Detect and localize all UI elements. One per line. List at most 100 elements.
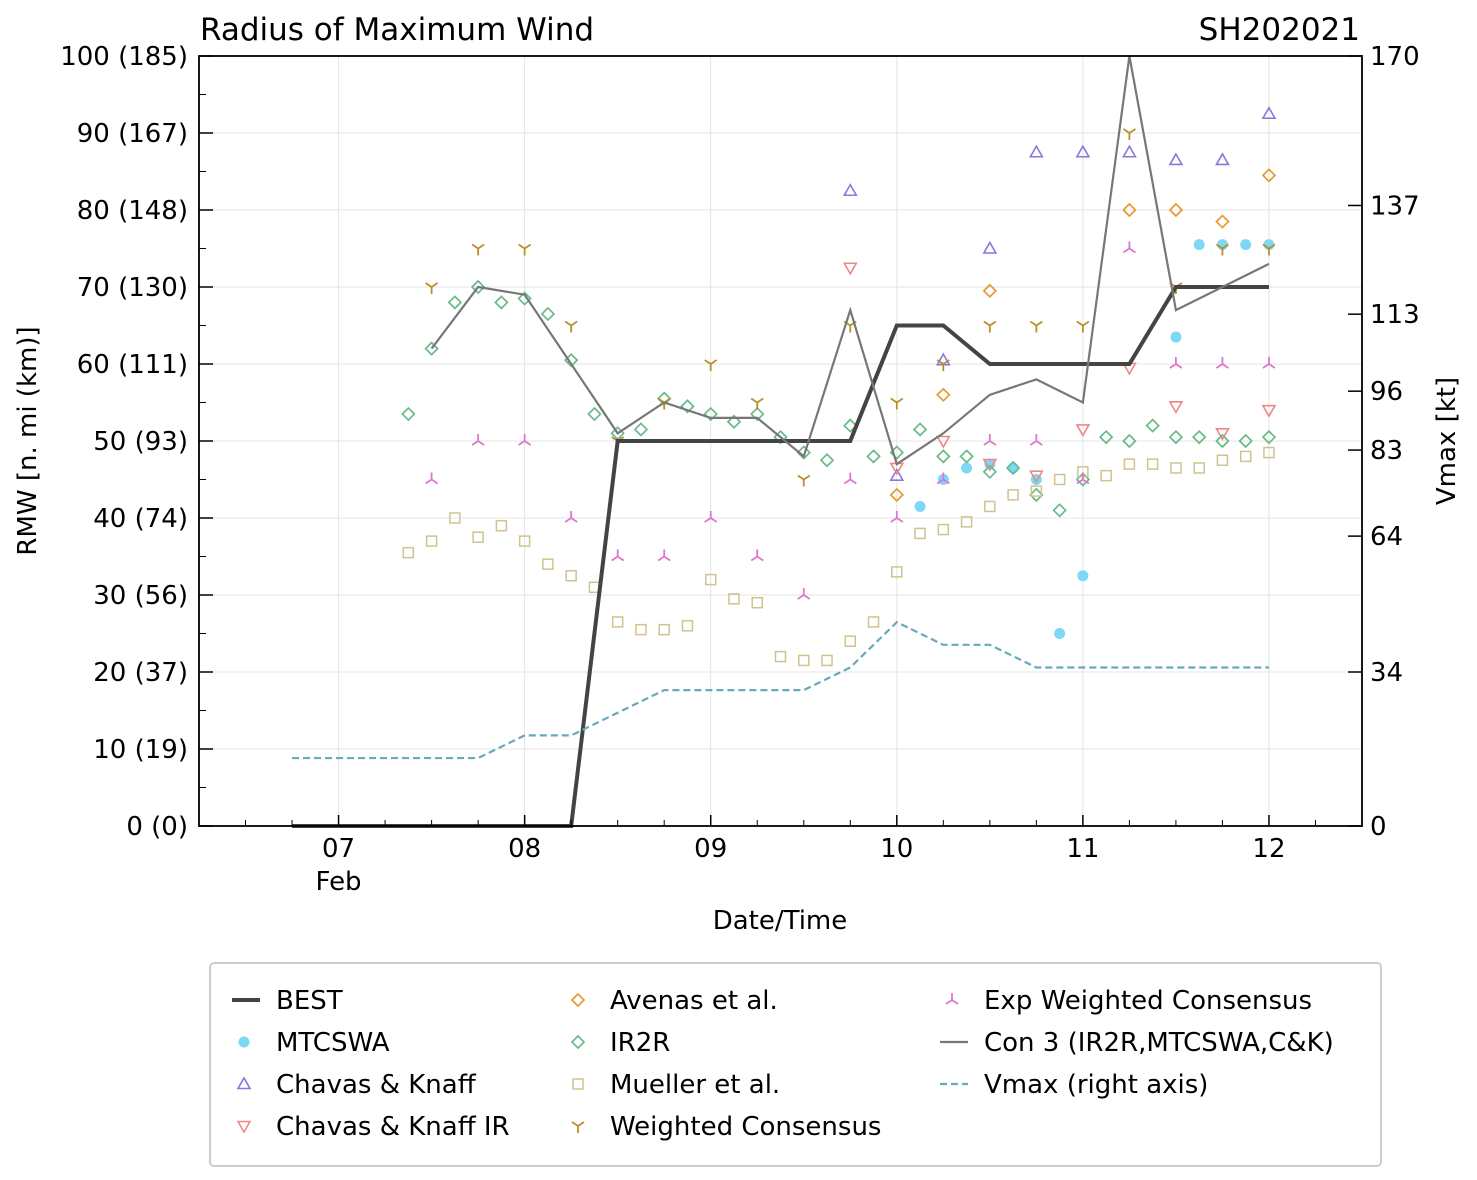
weighted-consensus-point [518, 243, 532, 256]
legend-label-vmax-right-axis: Vmax (right axis) [984, 1070, 1208, 1100]
weighted-consensus-point [1215, 243, 1229, 256]
exp-weighted-consensus-point [471, 434, 485, 446]
y2-tick-label: 113 [1370, 300, 1420, 330]
x-month-label: Feb [316, 867, 362, 897]
mueller-et-al-point [1239, 450, 1252, 463]
y-tick-label: 20 (37) [93, 658, 188, 688]
mueller-et-al-point [518, 535, 531, 547]
mueller-et-al-point [914, 527, 926, 540]
legend-swatch-exp-weighted-consensus [945, 993, 959, 1005]
chavas-knaff-point [1215, 152, 1230, 166]
y2-tick-label: 83 [1370, 436, 1403, 466]
ir2r-point [401, 406, 416, 422]
y-tick-label: 0 (0) [126, 812, 188, 842]
exp-weighted-consensus-point [518, 434, 532, 446]
y-tick-label: 70 (130) [77, 273, 188, 303]
mueller-et-al-point [425, 535, 438, 547]
ir2r-point [726, 414, 742, 429]
exp-weighted-consensus-point [750, 549, 764, 562]
exp-weighted-consensus-point [936, 472, 950, 485]
y-tick-label: 80 (148) [77, 196, 188, 226]
axes: 07 08 09 10 11 12 Feb 0 (0) 10 (19) 20 (37) 30 (56… [60, 42, 1419, 897]
mtcswa-point [961, 462, 973, 474]
y2-tick-label: 0 [1370, 812, 1387, 842]
ir2r-point [936, 449, 951, 464]
y-tick-label: 50 (93) [93, 427, 188, 457]
y2-tick-label: 96 [1370, 377, 1403, 407]
legend-label-weighted-consensus: Weighted Consensus [610, 1112, 881, 1142]
exp-weighted-consensus-point [1169, 357, 1183, 369]
ir2r-point [424, 341, 439, 356]
vmax-right-axis-line [292, 620, 1269, 760]
x-tick-label: 12 [1252, 834, 1285, 864]
ir2r-point [982, 464, 998, 480]
grid [199, 55, 1362, 827]
weighted-consensus-point [1262, 243, 1276, 256]
series-layer [292, 55, 1277, 828]
legend-label-ir2r: IR2R [610, 1028, 670, 1058]
ir2r-point [1122, 433, 1137, 449]
mueller-et-al-point [495, 519, 508, 532]
weighted-consensus-point [797, 474, 811, 487]
chavas-knaff-ir-point [1215, 427, 1230, 441]
ir2r-point [819, 453, 835, 468]
chavas-knaff-point [1168, 152, 1184, 166]
weighted-consensus-point [564, 320, 578, 333]
exp-weighted-consensus-point [797, 588, 811, 600]
x-tick-label: 11 [1066, 834, 1099, 864]
y-tick-label: 60 (111) [77, 350, 188, 380]
chavas-knaff-point [982, 240, 998, 254]
y2-tick-label: 34 [1370, 658, 1403, 688]
mueller-et-al-point [751, 596, 763, 609]
mueller-et-al-point [1030, 485, 1043, 497]
exp-weighted-consensus-point [425, 472, 439, 485]
legend-swatch-mueller-et-al [572, 1078, 584, 1090]
chavas-knaff-point [1028, 144, 1044, 158]
ir2r-point [540, 306, 556, 322]
y-tick-label: 30 (56) [93, 581, 188, 611]
avenas-et-al-point [889, 487, 905, 503]
y2-tick-label: 170 [1370, 42, 1420, 72]
ir2r-point [796, 445, 811, 460]
ir2r-point [680, 399, 695, 414]
mueller-et-al-point [1146, 458, 1159, 470]
y-axis-label: RMW [n. mi (km)] [13, 326, 43, 555]
y-tick-label: 10 (19) [93, 735, 188, 765]
ir2r-point [1145, 418, 1160, 433]
mueller-et-al-point [774, 650, 787, 663]
mtcswa-point [1077, 570, 1089, 582]
avenas-et-al-point [1168, 202, 1184, 218]
weighted-consensus-point [704, 359, 718, 371]
exp-weighted-consensus-point [1122, 241, 1136, 254]
exp-weighted-consensus-point [657, 549, 671, 562]
avenas-et-al-point [1122, 202, 1137, 218]
y2-tick-label: 64 [1370, 522, 1403, 552]
weighted-consensus-point [1029, 320, 1043, 333]
ir2r-point [750, 406, 765, 422]
weighted-consensus-point [1076, 320, 1090, 333]
x-axis-label: Date/Time [713, 906, 848, 936]
y-tick-label: 40 (74) [93, 504, 188, 534]
mtcswa-point [914, 500, 926, 512]
chavas-knaff-point [1261, 106, 1277, 120]
weighted-consensus-point [471, 243, 485, 256]
legend-entries: BEST MTCSWA Chavas & Knaff Chavas & Knaff I… [232, 986, 1334, 1142]
ir2r-point [1238, 433, 1253, 449]
chavas-knaff-ir-point [935, 435, 951, 449]
mueller-et-al-point [635, 623, 647, 636]
chavas-knaff-ir-point [982, 458, 998, 472]
ir2r-point [494, 295, 509, 310]
mtcswa-point [1170, 331, 1182, 343]
exp-weighted-consensus-point [890, 511, 904, 523]
mtcswa-point [1054, 628, 1066, 639]
mueller-et-al-point [844, 635, 857, 647]
mueller-et-al-point [1053, 473, 1066, 486]
y-tick-label: 90 (167) [77, 119, 188, 149]
chavas-knaff-point [1075, 144, 1091, 158]
ir2r-point [1029, 487, 1044, 503]
legend [209, 962, 1382, 1167]
mueller-et-al-point [1007, 489, 1019, 501]
exp-weighted-consensus-point [704, 511, 718, 523]
y2-axis-label: Vmax [kt] [1432, 377, 1462, 505]
